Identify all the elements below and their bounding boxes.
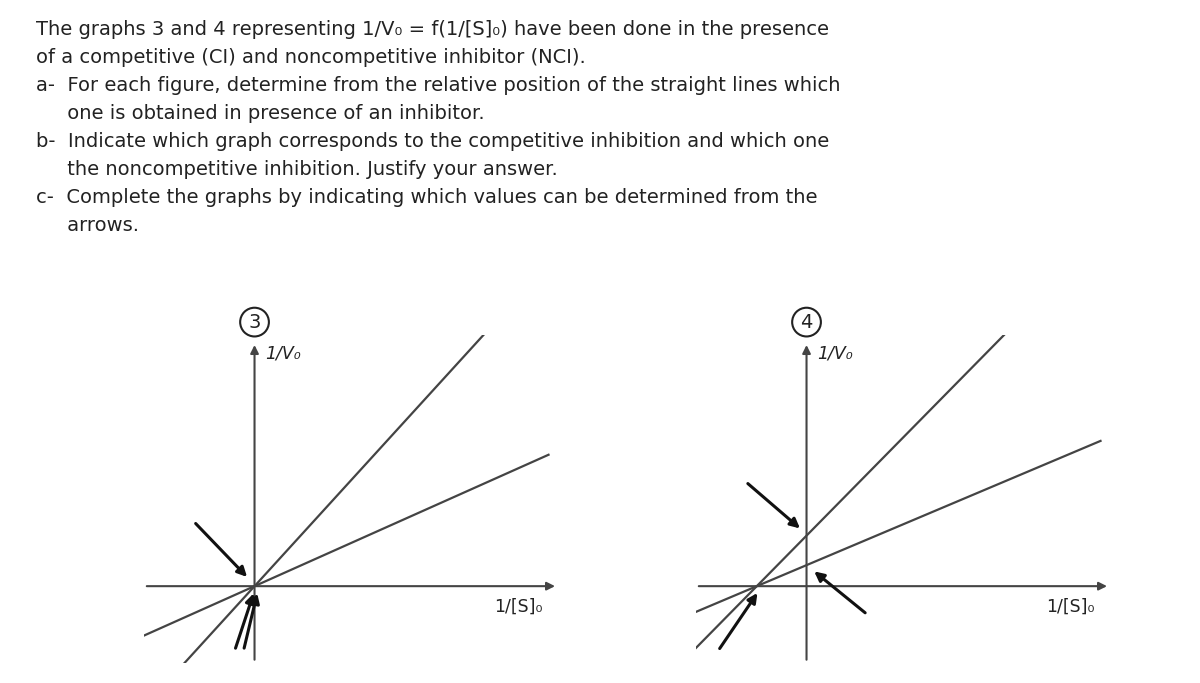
Text: 1/[S]₀: 1/[S]₀ bbox=[494, 598, 542, 616]
Text: 3: 3 bbox=[248, 313, 260, 331]
Text: 1/V₀: 1/V₀ bbox=[265, 345, 301, 363]
Text: 1/V₀: 1/V₀ bbox=[817, 345, 853, 363]
Text: 1/[S]₀: 1/[S]₀ bbox=[1046, 598, 1094, 616]
Text: 4: 4 bbox=[800, 313, 812, 331]
Text: The graphs 3 and 4 representing 1/V₀ = f(1/[S]₀) have been done in the presence
: The graphs 3 and 4 representing 1/V₀ = f… bbox=[36, 20, 840, 235]
